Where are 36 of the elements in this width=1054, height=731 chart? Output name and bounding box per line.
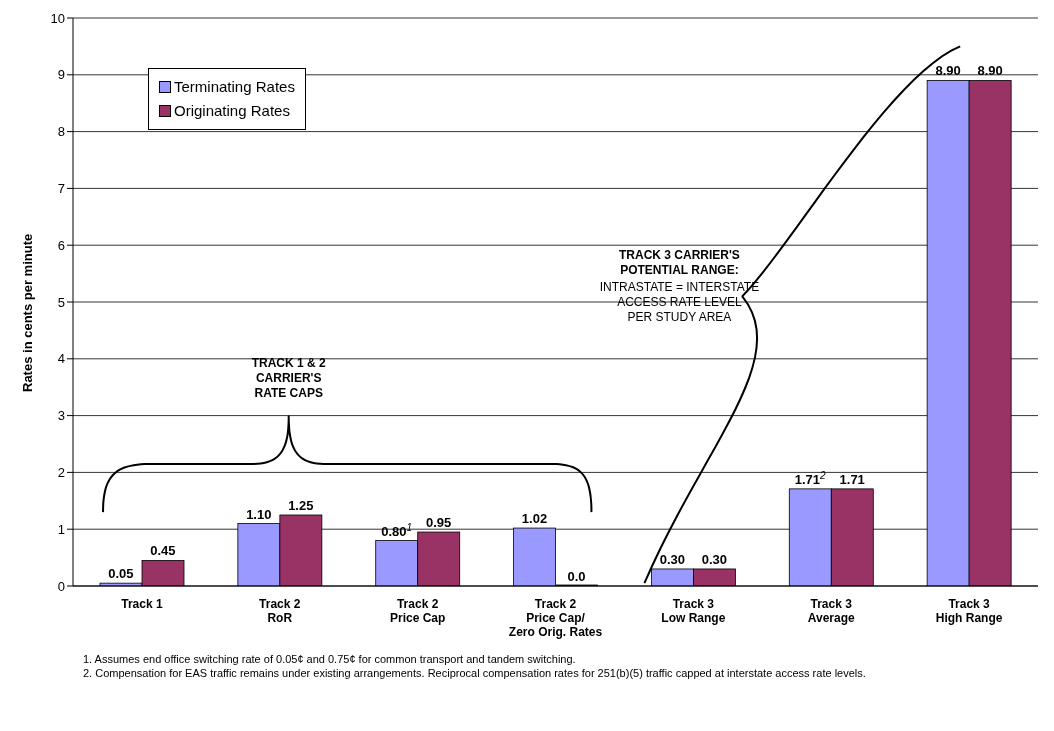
x-tick-label: Track 2 Price Cap xyxy=(389,597,446,625)
y-tick-label: 5 xyxy=(57,294,65,310)
data-label: 1.25 xyxy=(288,498,314,513)
y-tick-label: 9 xyxy=(57,67,65,83)
data-label: 1.02 xyxy=(521,511,548,527)
y-tick-label: 8 xyxy=(57,124,65,140)
y-axis-title: Rates in cents per minute xyxy=(19,233,35,392)
y-tick-label: 3 xyxy=(57,408,65,424)
data-label: 0.30 xyxy=(701,551,728,567)
data-label: 0.30 xyxy=(659,551,686,567)
data-label: 1.10 xyxy=(246,506,272,522)
x-tick-label: Track 1 xyxy=(121,597,163,611)
y-tick-label: 6 xyxy=(57,237,65,253)
legend-label: Terminating Rates xyxy=(174,77,295,97)
x-tick-label: Track 2 RoR xyxy=(259,597,301,625)
data-label: 0.80$^{1}$ xyxy=(381,521,413,539)
legend-label: Originating Rates xyxy=(174,101,290,121)
y-tick-label: 10 xyxy=(50,10,65,26)
x-tick-label: Track 2 Price Cap/ Zero Orig. Rates xyxy=(508,597,603,639)
x-tick-label: Track 3 Average xyxy=(807,597,855,625)
data-label: 0.95 xyxy=(425,515,452,531)
y-tick-label: 0 xyxy=(57,578,65,594)
annotation: TRACK 1 & 2 CARRIER'S RATE CAPS xyxy=(251,356,327,401)
data-label: 1.71 xyxy=(839,471,865,487)
data-label: 0.0 xyxy=(567,569,586,584)
data-label: 0.45 xyxy=(150,543,176,559)
text: 1. Assumes end office switching rate of 0.05¢ and 0.75¢ for common transport and tandem switching. xyxy=(83,652,577,666)
data-label: 0.05 xyxy=(108,566,134,582)
y-tick-label: 2 xyxy=(57,465,65,481)
text: 2. Compensation for EAS traffic remains under existing arrangements. Reciprocal compensation rates for 251(b)(5) traffic capped at interstate access rate levels. xyxy=(83,666,867,680)
x-tick-label: Track 3 High Range xyxy=(935,597,1003,625)
x-tick-label: Track 3 Low Range xyxy=(661,597,726,625)
annotation: TRACK 3 CARRIER'S POTENTIAL RANGE: xyxy=(618,248,740,278)
y-tick-label: 4 xyxy=(57,351,65,367)
y-tick-label: 7 xyxy=(57,181,65,197)
y-tick-label: 1 xyxy=(57,521,65,537)
